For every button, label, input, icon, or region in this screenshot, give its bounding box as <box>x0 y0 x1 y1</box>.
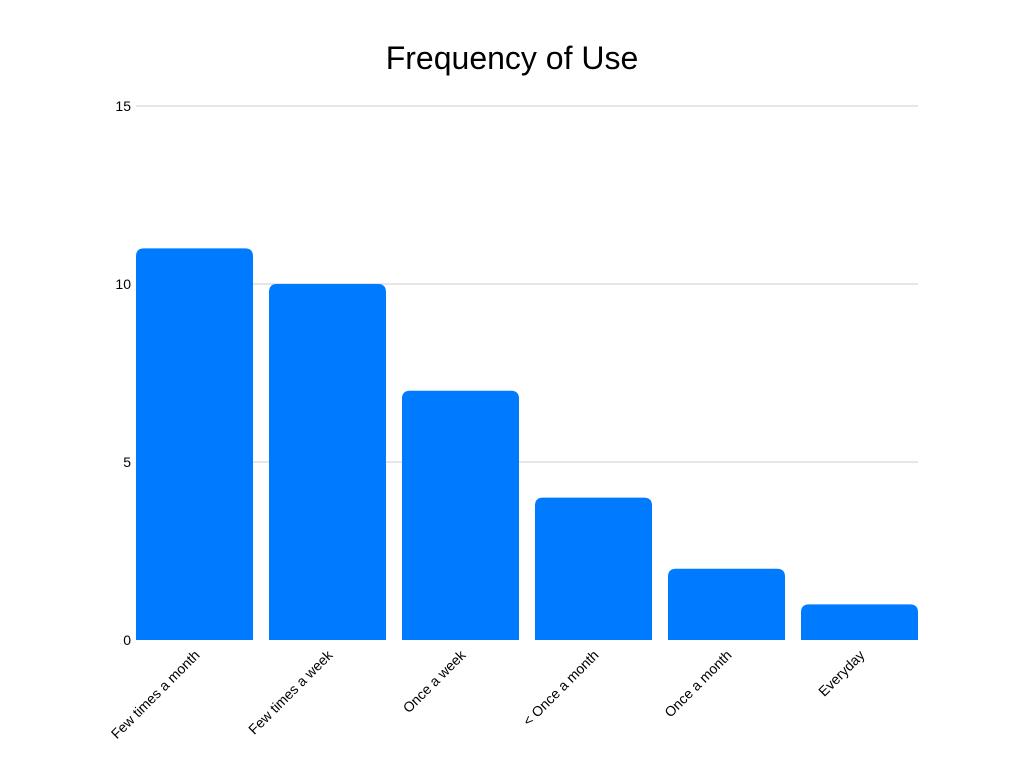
y-tick-label: 0 <box>123 632 131 648</box>
x-tick-label: Few times a week <box>245 646 336 737</box>
x-tick-label: < Once a month <box>520 647 602 729</box>
bar <box>402 390 519 640</box>
y-tick-label: 10 <box>115 276 131 292</box>
x-tick-label: Everyday <box>815 647 868 700</box>
bar <box>535 497 652 640</box>
bar <box>668 568 785 640</box>
chart-title: Frequency of Use <box>386 40 639 76</box>
gridlines <box>136 105 918 463</box>
x-axis-tick-labels: Few times a month Few times a week Once a … <box>108 646 868 742</box>
bar <box>801 604 918 640</box>
x-tick-label: Once a month <box>661 647 734 720</box>
x-tick-label: Once a week <box>400 646 470 716</box>
x-tick-label: Few times a month <box>108 647 203 742</box>
y-tick-label: 5 <box>123 454 131 470</box>
y-axis-tick-labels: 0 5 10 15 <box>115 98 131 648</box>
y-tick-label: 15 <box>115 98 131 114</box>
bars <box>136 248 918 640</box>
bar <box>136 248 253 640</box>
bar <box>269 284 386 640</box>
